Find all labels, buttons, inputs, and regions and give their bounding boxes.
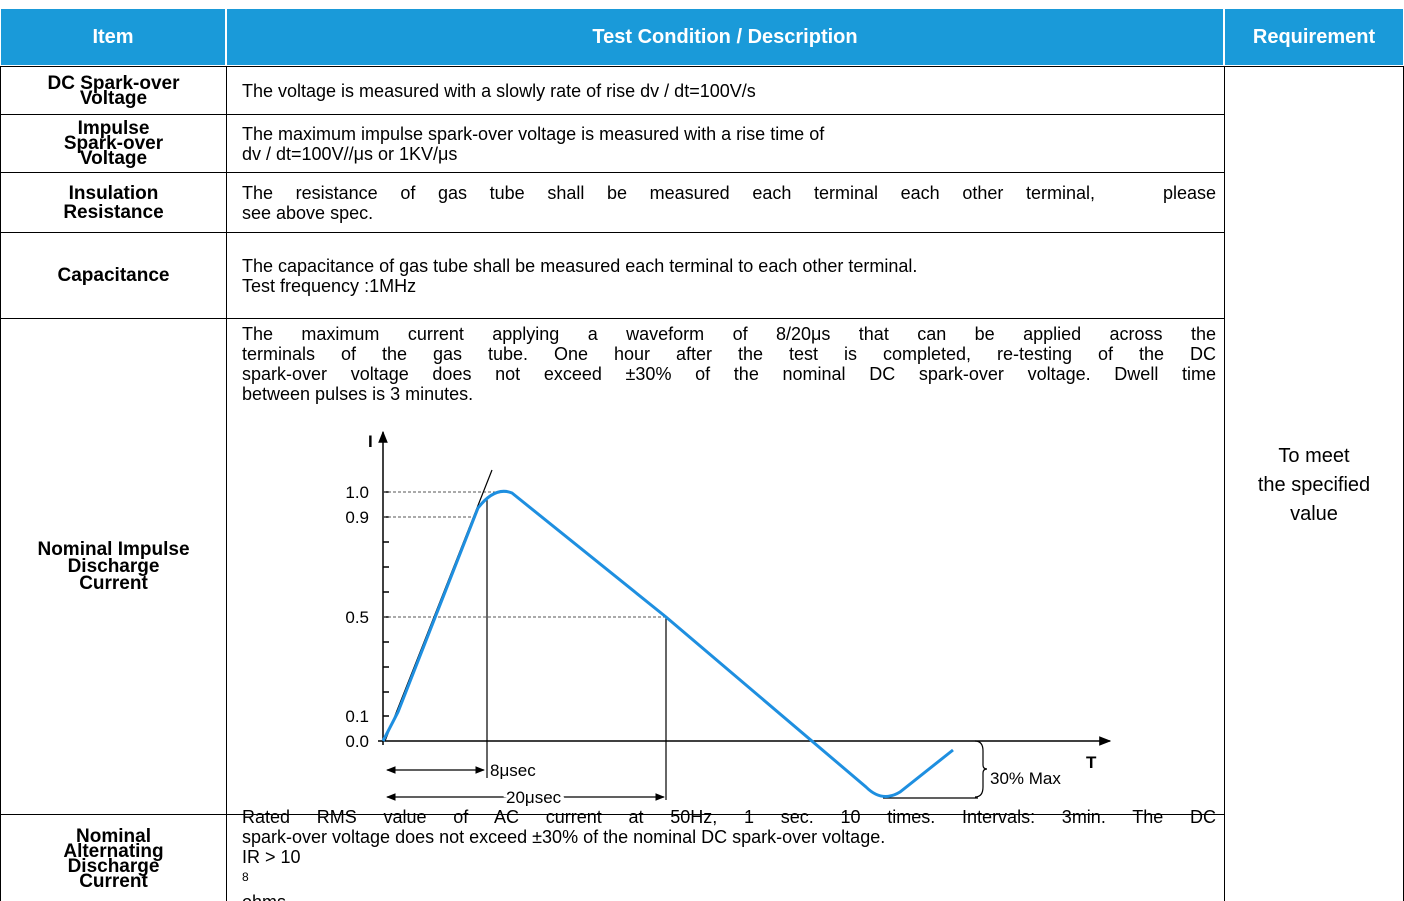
- rise-label: 8μsec: [490, 761, 536, 780]
- description-cell: The maximum current applying a waveform …: [226, 318, 1225, 815]
- item-line: Spark-over: [63, 133, 164, 154]
- diagram-labels: I T 1.0 0.9 0.5 0.1 0.0 8μsec 20μsec 30%…: [345, 432, 1097, 810]
- requirement-line: value: [1290, 502, 1338, 525]
- description-line: terminals of the gas tube. One hour afte…: [242, 344, 1216, 364]
- item-cell: Insulation Resistance: [0, 172, 227, 233]
- description-line: The voltage is measured with a slowly ra…: [242, 80, 756, 101]
- description-line: spark-over voltage does not exceed ±30% …: [242, 826, 886, 847]
- waveform: [381, 489, 954, 798]
- y-axis-label: I: [368, 432, 373, 451]
- header-item: Item: [0, 8, 226, 66]
- ir-unit: ohms: [242, 892, 1216, 901]
- undershoot-label: 30% Max: [990, 769, 1061, 788]
- description-line: The maximum impulse spark-over voltage i…: [242, 123, 825, 144]
- bracket: [974, 740, 988, 798]
- level-label: 0.0: [345, 732, 369, 751]
- item-line: Alternating: [63, 841, 164, 862]
- level-label: 0.9: [345, 508, 369, 527]
- item-line: Voltage: [79, 148, 148, 169]
- item-cell: DC Spark-over Voltage: [0, 66, 227, 115]
- axes: [378, 430, 1112, 746]
- description-line: Rated RMS value of AC current at 50Hz, 1…: [242, 806, 1216, 827]
- description-line: dv / dt=100V//μs or 1KV/μs: [242, 143, 458, 164]
- description-line: spark-over voltage does not exceed ±30% …: [242, 364, 1216, 384]
- description-line: The capacitance of gas tube shall be mea…: [242, 255, 918, 276]
- description-cell: Rated RMS value of AC current at 50Hz, 1…: [226, 807, 1225, 901]
- guide-lines: [383, 491, 666, 618]
- axis-ticks: [383, 491, 389, 717]
- item-line: Discharge: [67, 556, 160, 577]
- decay-label: 20μsec: [506, 788, 562, 807]
- description-line: between pulses is 3 minutes.: [242, 384, 474, 404]
- item-line: DC Spark-over: [47, 72, 180, 94]
- level-label: 0.1: [345, 707, 369, 726]
- item-cell: Nominal Impulse Discharge Current: [0, 318, 227, 815]
- description-line: see above spec.: [242, 202, 374, 223]
- item-line: Current: [79, 573, 148, 594]
- item-line: Insulation: [68, 182, 159, 204]
- description-line: Test frequency :1MHz: [242, 275, 417, 296]
- x-axis-label: T: [1086, 753, 1097, 772]
- item-line: Capacitance: [57, 265, 170, 286]
- requirement-line: the specified: [1257, 473, 1371, 496]
- header-requirement: Requirement: [1224, 8, 1404, 66]
- item-line: Current: [79, 871, 148, 892]
- item-line: Nominal: [76, 826, 151, 847]
- header-condition: Test Condition / Description: [226, 8, 1224, 66]
- ir-exponent: 8: [242, 869, 249, 884]
- description-line: The maximum current applying a waveform …: [242, 324, 1216, 344]
- item-line: Discharge: [67, 856, 160, 877]
- description-line: The resistance of gas tube shall be meas…: [242, 182, 1216, 203]
- item-line: Voltage: [79, 87, 148, 109]
- item-line: Resistance: [63, 201, 164, 223]
- item-line: Impulse: [77, 118, 150, 139]
- item-line: Nominal Impulse: [37, 539, 190, 560]
- level-label: 0.5: [345, 608, 369, 627]
- level-label: 1.0: [345, 483, 369, 502]
- description-line: IR > 10 8 ohms: [242, 847, 1216, 901]
- ir-text: IR > 10: [242, 846, 301, 867]
- item-cell: Nominal Alternating Discharge Current: [0, 814, 227, 901]
- requirement-line: To meet: [1278, 444, 1350, 467]
